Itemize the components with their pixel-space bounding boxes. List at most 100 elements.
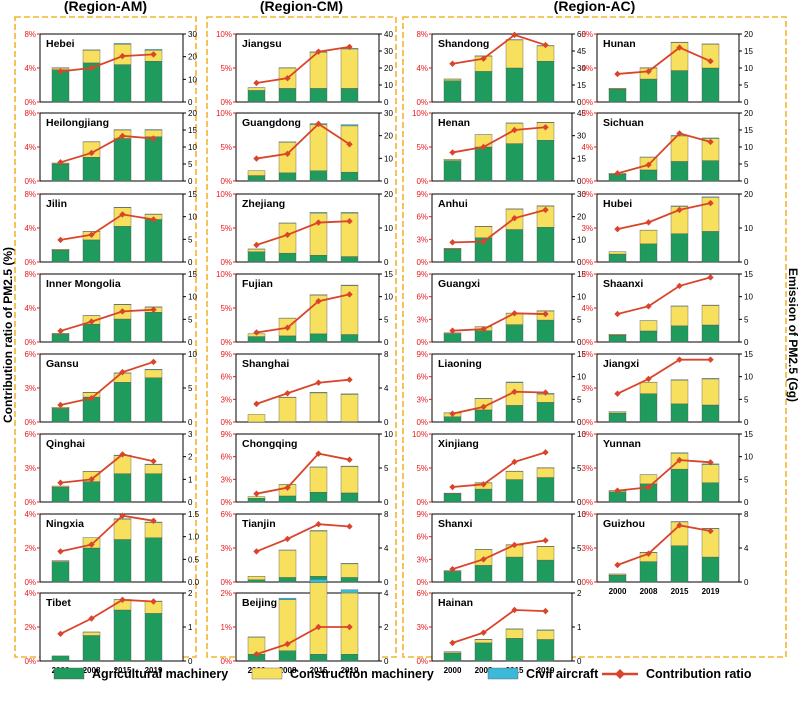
bar-agricultural: [114, 474, 131, 502]
right-tick-label: 15: [744, 126, 753, 135]
panel-title: Shanxi: [438, 518, 473, 530]
bar-construction: [248, 171, 265, 176]
bar-construction: [702, 465, 719, 483]
left-tick-label: 10%: [412, 109, 428, 118]
region-title: (Region-CM): [260, 0, 343, 14]
left-tick-label: 6%: [416, 293, 428, 302]
left-tick-label: 9%: [416, 350, 428, 359]
left-tick-label: 4%: [24, 589, 36, 598]
bar-agricultural: [248, 498, 265, 502]
left-tick-label: 5%: [220, 224, 232, 233]
legend-label: Agricultural machinery: [92, 667, 228, 681]
bar-agricultural: [671, 71, 688, 102]
right-tick-label: 5: [744, 395, 749, 404]
bar-agricultural: [248, 337, 265, 342]
bar-civil-aircraft: [506, 382, 523, 383]
bar-agricultural: [310, 492, 327, 502]
bar-agricultural: [506, 638, 523, 661]
bar-agricultural: [537, 639, 554, 661]
panel-title: Sichuan: [603, 117, 644, 129]
left-tick-label: 8%: [581, 270, 593, 279]
right-tick-label: 10: [577, 293, 586, 302]
right-tick-label: 4: [744, 544, 749, 553]
bar-agricultural: [444, 249, 461, 262]
left-tick-label: 3%: [581, 544, 593, 553]
right-tick-label: 0: [744, 338, 749, 347]
left-tick-label: 9%: [220, 350, 232, 359]
bar-agricultural: [475, 565, 492, 582]
bar-agricultural: [506, 480, 523, 502]
right-tick-label: 15: [188, 270, 197, 279]
left-axis-title: Contribution ratio of PM2.5 (%): [1, 247, 15, 423]
right-tick-label: 10: [744, 224, 753, 233]
bar-construction: [702, 379, 719, 405]
panel-title: Fujian: [242, 278, 273, 290]
bar-agricultural: [537, 227, 554, 262]
left-tick-label: 8%: [581, 30, 593, 39]
left-tick-label: 3%: [581, 224, 593, 233]
right-tick-label: 1: [188, 623, 193, 632]
bar-agricultural: [444, 494, 461, 502]
left-tick-label: 0%: [581, 98, 593, 107]
panel-title: Hubei: [603, 198, 632, 210]
bar-agricultural: [83, 240, 100, 262]
left-tick-label: 0%: [220, 177, 232, 186]
legend-item-cons: Construction machinery: [252, 667, 434, 681]
bar-agricultural: [444, 417, 461, 422]
bar-agricultural: [310, 334, 327, 342]
bar-agricultural: [640, 331, 657, 342]
left-tick-label: 9%: [416, 190, 428, 199]
left-tick-label: 3%: [416, 623, 428, 632]
right-tick-label: 0: [744, 418, 749, 427]
right-tick-label: 10: [384, 154, 393, 163]
bar-agricultural: [52, 334, 69, 342]
bar-agricultural: [145, 538, 162, 582]
right-tick-label: 20: [744, 30, 753, 39]
right-tick-label: 10: [577, 373, 586, 382]
legend-item-agri: Agricultural machinery: [54, 667, 228, 681]
right-tick-label: 0: [384, 338, 389, 347]
bar-agricultural: [248, 176, 265, 181]
bar-civil-aircraft: [145, 369, 162, 370]
right-tick-label: 0: [744, 177, 749, 186]
right-tick-label: 0: [188, 258, 193, 267]
right-tick-label: 0: [384, 498, 389, 507]
bar-civil-aircraft: [310, 579, 327, 582]
bar-agricultural: [671, 161, 688, 181]
right-tick-label: 5: [188, 384, 193, 393]
right-tick-label: 4: [384, 544, 389, 553]
bar-agricultural: [506, 405, 523, 422]
x-tick-label: 2000: [444, 666, 462, 675]
left-tick-label: 3%: [416, 235, 428, 244]
left-tick-label: 0%: [416, 498, 428, 507]
bar-agricultural: [341, 493, 358, 502]
bar-civil-aircraft: [506, 629, 523, 630]
panel-title: Shanghai: [242, 358, 289, 370]
bar-construction: [537, 630, 554, 639]
left-tick-label: 3%: [24, 464, 36, 473]
right-tick-label: 1: [577, 623, 582, 632]
bar-agricultural: [52, 250, 69, 262]
panel-title: Jiangxi: [603, 358, 639, 370]
left-tick-label: 6%: [581, 430, 593, 439]
bar-agricultural: [537, 61, 554, 102]
bar-agricultural: [310, 171, 327, 181]
panel-title: Qinghai: [46, 438, 85, 450]
bar-civil-aircraft: [341, 563, 358, 564]
bar-agricultural: [475, 71, 492, 102]
left-tick-label: 0%: [416, 657, 428, 666]
left-tick-label: 2%: [24, 623, 36, 632]
bar-agricultural: [145, 61, 162, 102]
right-tick-label: 10: [384, 224, 393, 233]
